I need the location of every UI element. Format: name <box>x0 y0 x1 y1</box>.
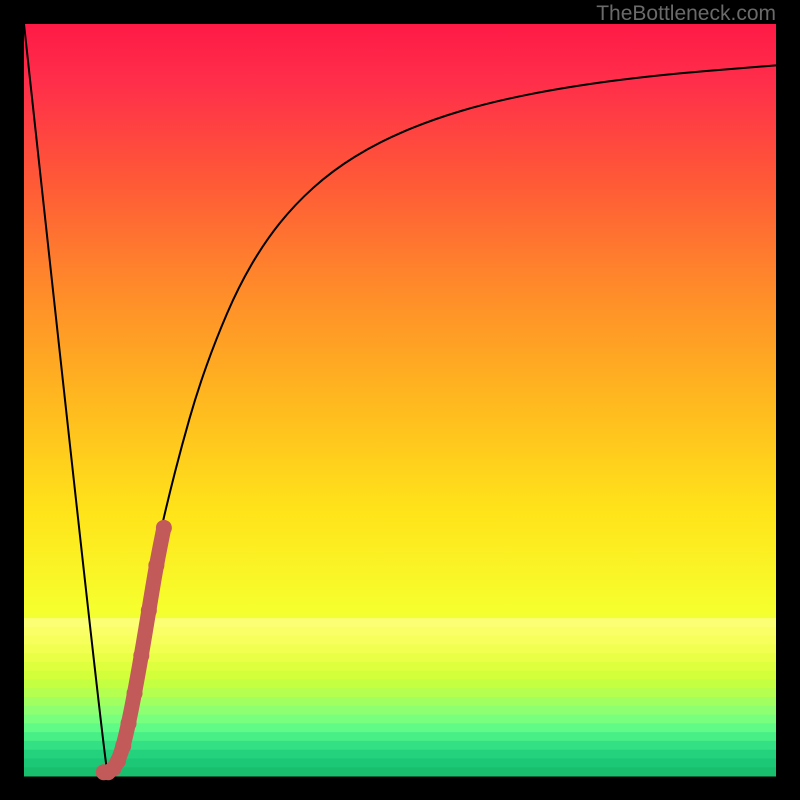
highlight-marker-dot <box>110 753 126 769</box>
gradient-band <box>24 741 776 750</box>
gradient-band <box>24 723 776 732</box>
highlight-marker-dot <box>115 738 131 754</box>
highlight-marker-dot <box>121 715 137 731</box>
gradient-band <box>24 767 776 776</box>
highlight-marker-dot <box>156 520 172 536</box>
highlight-marker-dot <box>127 685 143 701</box>
gradient-band <box>24 750 776 759</box>
watermark-text: TheBottleneck.com <box>596 2 776 26</box>
gradient-band <box>24 627 776 636</box>
gradient-band <box>24 732 776 741</box>
chart-container: TheBottleneck.com <box>0 0 800 800</box>
highlight-marker-dot <box>141 603 157 619</box>
gradient-band <box>24 758 776 767</box>
highlight-marker-dot <box>133 648 149 664</box>
bottleneck-chart <box>0 0 800 800</box>
highlight-marker-dot <box>148 557 164 573</box>
gradient-band <box>24 618 776 627</box>
